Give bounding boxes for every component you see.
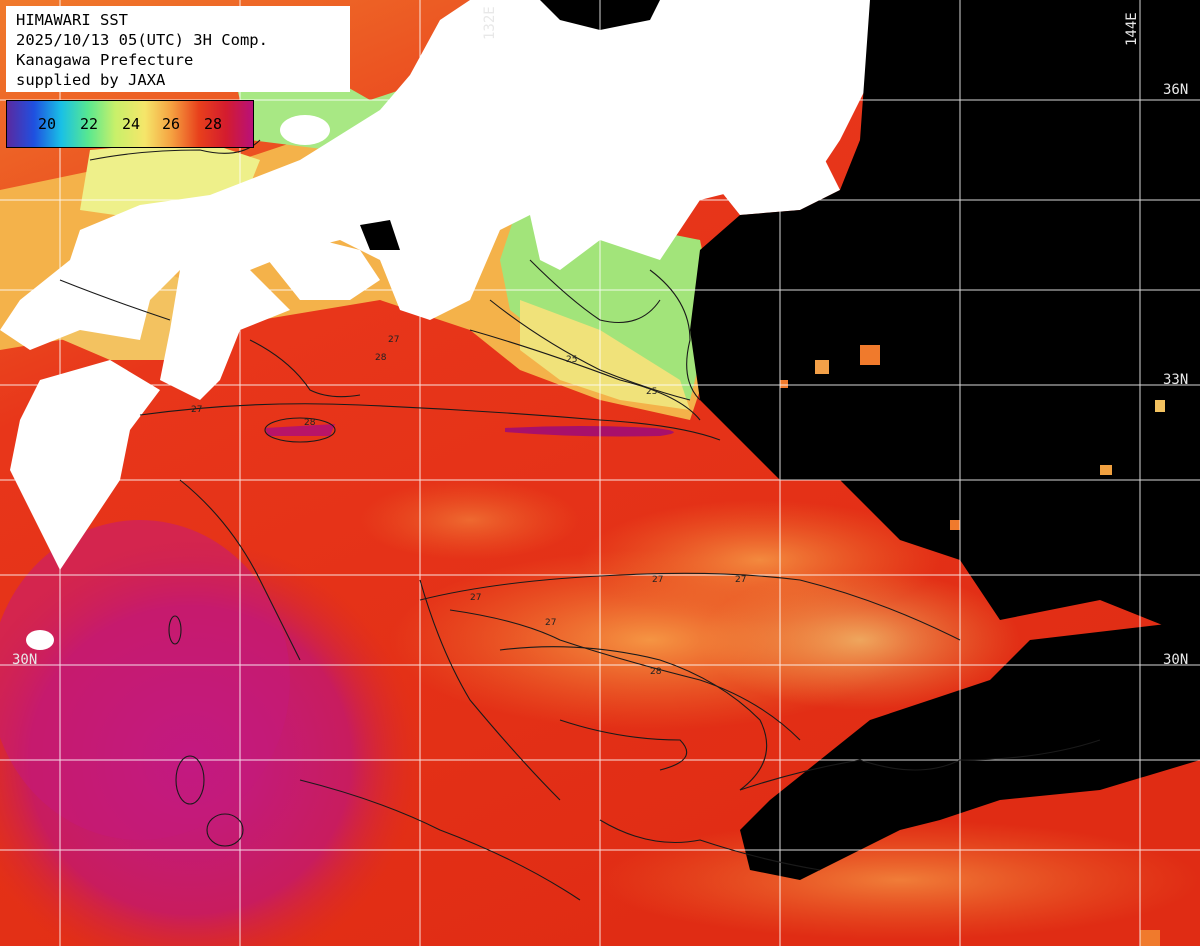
colorbar-label: 22 — [79, 115, 99, 133]
prefecture-label: Kanagawa Prefecture — [16, 51, 194, 69]
isotherm-contours — [59, 139, 1101, 901]
contour-labels: 27 25 25 28 27 28 27 27 27 27 28 — [191, 335, 746, 677]
contour-label: 28 — [304, 418, 316, 428]
lat-label: 36N — [1163, 82, 1189, 98]
lon-label: 144E — [1124, 12, 1140, 46]
contour-label: 27 — [545, 618, 556, 628]
contour-label: 27 — [652, 575, 663, 585]
lat-label: 30N — [1163, 652, 1189, 668]
kyushu — [10, 360, 160, 570]
contour-label: 28 — [375, 353, 387, 363]
shikoku — [160, 270, 290, 400]
lat-label: 30N — [12, 652, 38, 668]
contour-label: 27 — [735, 575, 746, 585]
colorbar-label: 26 — [161, 115, 181, 133]
lon-label: 132E — [482, 6, 498, 40]
cloud-gap-pixels — [780, 345, 1165, 946]
observation-datetime: 2025/10/13 05(UTC) 3H Comp. — [16, 31, 268, 49]
sst-colorbar: 20 22 24 26 28 — [6, 100, 254, 148]
contour-label: 27 — [388, 335, 399, 345]
land-mass — [0, 0, 880, 650]
colorbar-label: 24 — [121, 115, 141, 133]
lat-label: 33N — [1163, 372, 1189, 388]
contour-label: 28 — [650, 667, 662, 677]
contour-label: 25 — [566, 355, 577, 365]
colorbar-label: 28 — [203, 115, 223, 133]
contour-label: 25 — [646, 387, 657, 397]
data-credit: supplied by JAXA — [16, 71, 166, 89]
info-box: HIMAWARI SST 2025/10/13 05(UTC) 3H Comp.… — [6, 6, 350, 92]
hot-streak — [505, 426, 674, 437]
contour-label: 27 — [191, 405, 202, 415]
product-title: HIMAWARI SST — [16, 11, 128, 29]
contour-label: 27 — [470, 593, 481, 603]
colorbar-label: 20 — [37, 115, 57, 133]
